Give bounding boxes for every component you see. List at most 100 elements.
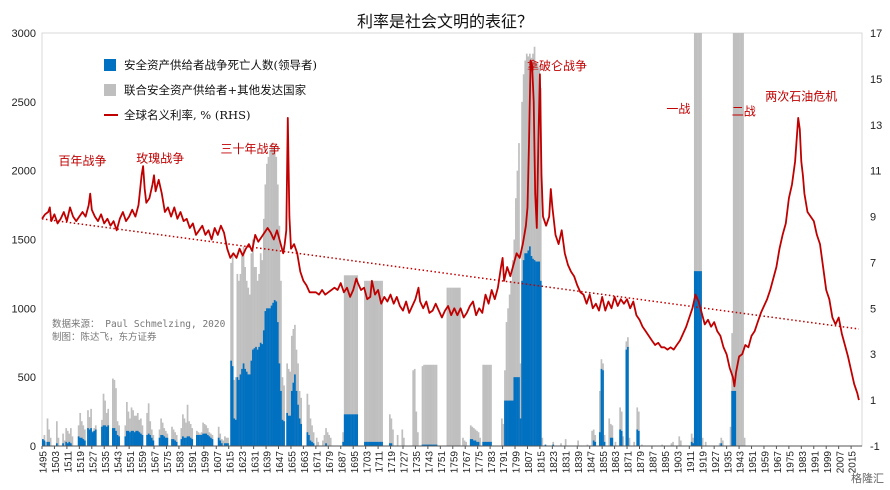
allied-bar <box>242 246 245 446</box>
allied-bar <box>483 364 486 446</box>
x-tick-label: 1519 <box>76 451 87 474</box>
deaths-bar <box>471 439 474 446</box>
x-tick-label: 1535 <box>101 451 112 474</box>
x-tick-label: 1719 <box>387 451 398 474</box>
allied-bar <box>462 437 464 446</box>
x-tick-label: 1751 <box>437 451 448 474</box>
deaths-bar <box>65 441 68 446</box>
deaths-bar <box>698 271 701 446</box>
allied-bar <box>672 441 674 446</box>
x-tick-label: 1655 <box>288 451 299 474</box>
allied-bar <box>511 260 514 446</box>
allied-bar <box>525 53 528 447</box>
allied-bar <box>474 429 477 446</box>
deaths-bar <box>180 439 183 446</box>
deaths-bar <box>364 441 366 446</box>
allied-bar <box>564 439 567 446</box>
allied-bar <box>130 407 133 446</box>
allied-bar <box>412 370 415 446</box>
allied-bar <box>734 33 737 446</box>
allied-bar <box>435 364 438 446</box>
allied-bar <box>222 440 225 446</box>
war-annotation: 两次石油危机 <box>765 89 837 103</box>
deaths-bar <box>196 434 198 446</box>
allied-bar <box>432 364 435 446</box>
deaths-bar <box>205 433 208 446</box>
deaths-bar <box>373 441 376 446</box>
allied-bar <box>140 418 142 446</box>
deaths-bar <box>115 430 117 446</box>
deaths-bar <box>248 374 251 446</box>
deaths-bar <box>370 441 373 446</box>
y-left-tick-label: 0 <box>30 441 36 453</box>
deaths-bar <box>504 400 506 446</box>
x-tick-label: 1823 <box>549 451 560 474</box>
deaths-bar <box>150 437 153 446</box>
x-tick-label: 1991 <box>810 451 821 474</box>
allied-bar <box>57 437 60 446</box>
deaths-bar <box>518 377 520 446</box>
deaths-bar <box>368 441 371 446</box>
deaths-bar <box>693 271 696 446</box>
x-tick-label: 1847 <box>586 451 597 474</box>
allied-bar <box>312 432 315 446</box>
deaths-bar <box>124 436 127 446</box>
allied-bar <box>530 57 533 446</box>
allied-bar <box>609 423 612 446</box>
deaths-bar <box>84 440 86 446</box>
deaths-bar <box>238 379 240 446</box>
deaths-bar <box>234 419 237 446</box>
deaths-bar <box>297 404 299 446</box>
deaths-bar <box>609 437 612 446</box>
source-line-2: 制图：陈达飞，东方证券 <box>52 332 157 343</box>
source-note: 数据来源： Paul Schmelzing, 2020 制图：陈达飞，东方证券 <box>52 318 225 344</box>
allied-bar <box>532 53 534 447</box>
x-tick-label: 1951 <box>748 451 759 474</box>
allied-bar <box>701 437 704 446</box>
allied-bar <box>633 441 635 446</box>
allied-bar <box>622 436 625 446</box>
allied-bar <box>720 437 723 446</box>
deaths-bar <box>132 430 134 446</box>
deaths-bar <box>476 441 478 446</box>
allied-bar <box>116 421 119 446</box>
x-tick-label: 1567 <box>151 451 162 474</box>
allied-bar <box>356 275 359 446</box>
allied-bar <box>180 428 183 446</box>
deaths-bar <box>68 441 71 446</box>
allied-bar <box>102 393 105 446</box>
deaths-bar <box>130 430 133 446</box>
deaths-bar <box>426 444 429 446</box>
allied-bar <box>592 429 595 446</box>
deaths-bar <box>312 443 315 446</box>
deaths-bar <box>210 437 212 446</box>
allied-bar <box>115 388 117 446</box>
deaths-bar <box>379 441 382 446</box>
deaths-bar <box>266 308 268 446</box>
x-tick-label: 1583 <box>176 451 187 474</box>
allied-bar <box>311 425 313 446</box>
deaths-bar <box>637 430 640 446</box>
allied-bar <box>231 253 234 446</box>
allied-bar <box>516 170 519 446</box>
y-right-tick-label: 17 <box>870 28 882 40</box>
allied-bar <box>376 280 379 446</box>
allied-bar <box>485 364 488 446</box>
deaths-bar <box>354 414 357 446</box>
deaths-bar <box>424 444 427 446</box>
legend-item-deaths: 安全资产供给者战争死亡人数(领导者) <box>104 52 317 77</box>
chart-title: 利率是社会文明的表征？ <box>356 12 533 31</box>
allied-bar <box>365 280 368 446</box>
allied-bar <box>695 33 698 446</box>
deaths-bar <box>309 440 312 446</box>
legend-label-allied: 联合安全资产供给者+其他发达国家 <box>124 82 307 97</box>
deaths-bar <box>126 430 128 446</box>
deaths-bar <box>56 443 58 446</box>
allied-bar <box>186 404 189 446</box>
allied-bar <box>266 163 268 447</box>
allied-bar <box>82 425 85 446</box>
allied-bar <box>518 143 520 446</box>
deaths-bar <box>513 377 516 446</box>
allied-bar <box>374 280 377 446</box>
allied-bar <box>46 418 49 446</box>
